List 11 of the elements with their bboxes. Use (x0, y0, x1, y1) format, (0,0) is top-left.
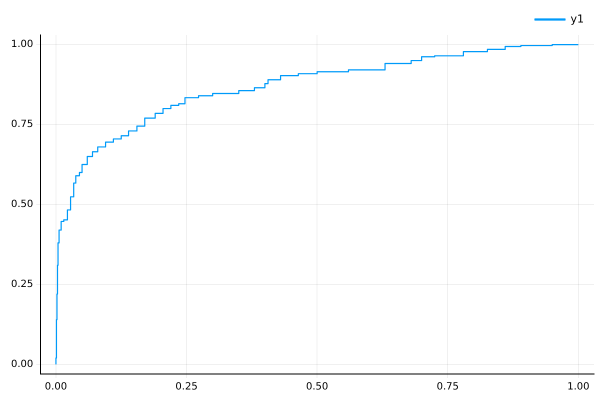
x-tick-label: 0.00 (44, 382, 68, 393)
legend-label: y1 (570, 12, 584, 26)
y-tick-label: 1.00 (11, 39, 34, 50)
x-tick-label: 0.25 (175, 382, 198, 393)
y-tick-label: 0.75 (11, 119, 34, 130)
x-tick-label: 0.75 (436, 382, 459, 393)
y-tick-label: 0.50 (11, 199, 34, 210)
x-tick-label: 0.50 (306, 382, 328, 393)
y-tick-label: 0.25 (11, 279, 34, 290)
y-tick-label: 0.00 (11, 359, 34, 370)
x-tick-label: 1.00 (567, 382, 590, 393)
